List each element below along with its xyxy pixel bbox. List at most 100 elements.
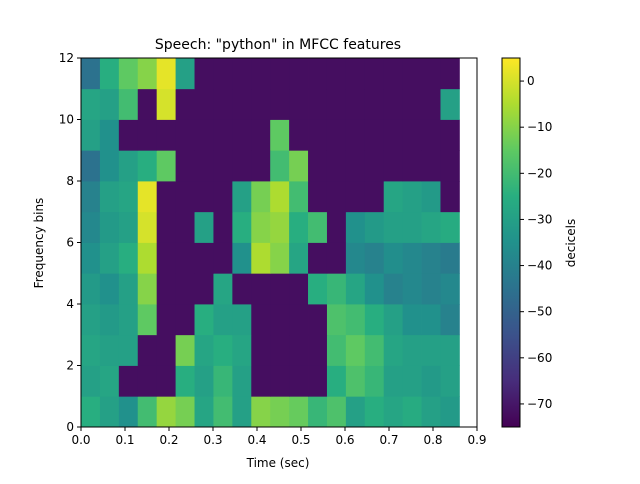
- heatmap-cell: [421, 181, 441, 213]
- heatmap-cell: [308, 365, 328, 397]
- heatmap-cell: [175, 150, 195, 182]
- heatmap-cell: [99, 88, 120, 120]
- heatmap-cell: [402, 396, 422, 428]
- heatmap-cell: [175, 304, 195, 336]
- heatmap-cell: [421, 365, 441, 397]
- heatmap-cell: [194, 334, 214, 366]
- heatmap-cell: [213, 396, 233, 428]
- heatmap-cell: [326, 181, 347, 213]
- heatmap-cell: [81, 58, 101, 90]
- heatmap-cell: [118, 365, 139, 397]
- heatmap-cell: [440, 365, 460, 397]
- heatmap-cell: [308, 273, 328, 305]
- y-tick-label: 2: [66, 359, 74, 373]
- heatmap-cell: [232, 396, 252, 428]
- heatmap-cell: [440, 242, 460, 274]
- heatmap-cell: [81, 273, 101, 305]
- heatmap-cell: [194, 58, 214, 90]
- heatmap-cell: [213, 58, 233, 90]
- colorbar-tick-label: −70: [527, 397, 552, 411]
- heatmap-cell: [118, 211, 139, 243]
- heatmap-cell: [194, 304, 214, 336]
- heatmap-cell: [289, 242, 309, 274]
- heatmap-cell: [440, 181, 460, 213]
- heatmap-cell: [402, 181, 422, 213]
- heatmap-cell: [99, 365, 120, 397]
- y-tick-label: 8: [66, 174, 74, 188]
- heatmap-cell: [402, 334, 422, 366]
- heatmap-cell: [364, 334, 385, 366]
- heatmap-cell: [440, 334, 460, 366]
- heatmap-cell: [270, 211, 290, 243]
- heatmap-cell: [364, 88, 385, 120]
- x-tick-label: 0.9: [467, 433, 486, 447]
- heatmap-cell: [137, 273, 158, 305]
- heatmap-cell: [270, 242, 290, 274]
- heatmap-cell: [402, 150, 422, 182]
- heatmap-cell: [364, 304, 385, 336]
- colorbar-tick-label: −30: [527, 212, 552, 226]
- heatmap-cell: [364, 211, 385, 243]
- heatmap-cell: [421, 150, 441, 182]
- heatmap-cell: [156, 304, 176, 336]
- heatmap-cell: [345, 273, 366, 305]
- heatmap-cell: [326, 365, 347, 397]
- heatmap-cell: [421, 396, 441, 428]
- heatmap-cell: [118, 242, 139, 274]
- heatmap-cell: [175, 88, 195, 120]
- heatmap-cell: [81, 211, 101, 243]
- heatmap-cell: [440, 58, 460, 90]
- heatmap-cell: [308, 396, 328, 428]
- heatmap-cell: [308, 88, 328, 120]
- heatmap-cell: [156, 211, 176, 243]
- x-tick-label: 0.0: [71, 433, 90, 447]
- heatmap-cell: [232, 211, 252, 243]
- heatmap-cell: [440, 150, 460, 182]
- heatmap-cell: [251, 396, 271, 428]
- heatmap-cell: [326, 119, 347, 151]
- heatmap-cell: [81, 88, 101, 120]
- heatmap-cell: [118, 273, 139, 305]
- heatmap-cell: [308, 181, 328, 213]
- heatmap-cell: [194, 273, 214, 305]
- heatmap-cell: [81, 396, 101, 428]
- heatmap-cell: [232, 304, 252, 336]
- heatmap-cell: [251, 150, 271, 182]
- heatmap-cell: [345, 365, 366, 397]
- heatmap-cell: [270, 181, 290, 213]
- heatmap-cell: [118, 119, 139, 151]
- heatmap-cell: [232, 334, 252, 366]
- heatmap-cell: [383, 211, 404, 243]
- x-tick-label: 0.5: [291, 433, 310, 447]
- heatmap-cell: [383, 181, 404, 213]
- heatmap-cell: [232, 365, 252, 397]
- heatmap-cell: [289, 304, 309, 336]
- heatmap-cell: [364, 119, 385, 151]
- heatmap-cell: [156, 119, 176, 151]
- heatmap-cell: [156, 181, 176, 213]
- heatmap-cell: [364, 273, 385, 305]
- heatmap-cell: [156, 88, 176, 120]
- heatmap-cell: [213, 334, 233, 366]
- heatmap-cell: [156, 365, 176, 397]
- heatmap-cell: [156, 334, 176, 366]
- heatmap-cell: [383, 365, 404, 397]
- heatmap-cell: [194, 242, 214, 274]
- heatmap-cell: [251, 211, 271, 243]
- heatmap-cell: [213, 181, 233, 213]
- heatmap-cell: [137, 396, 158, 428]
- heatmap-cell: [137, 88, 158, 120]
- heatmap-cell: [383, 242, 404, 274]
- heatmap-cell: [213, 242, 233, 274]
- heatmap-cell: [81, 304, 101, 336]
- x-tick-label: 0.4: [247, 433, 266, 447]
- heatmap-cell: [232, 58, 252, 90]
- heatmap-cell: [289, 273, 309, 305]
- heatmap-cell: [270, 304, 290, 336]
- heatmap-cell: [232, 181, 252, 213]
- heatmap-cell: [194, 181, 214, 213]
- heatmap-cell: [137, 119, 158, 151]
- heatmap-cell: [99, 396, 120, 428]
- heatmap-cell: [421, 273, 441, 305]
- colorbar-tick-label: −50: [527, 305, 552, 319]
